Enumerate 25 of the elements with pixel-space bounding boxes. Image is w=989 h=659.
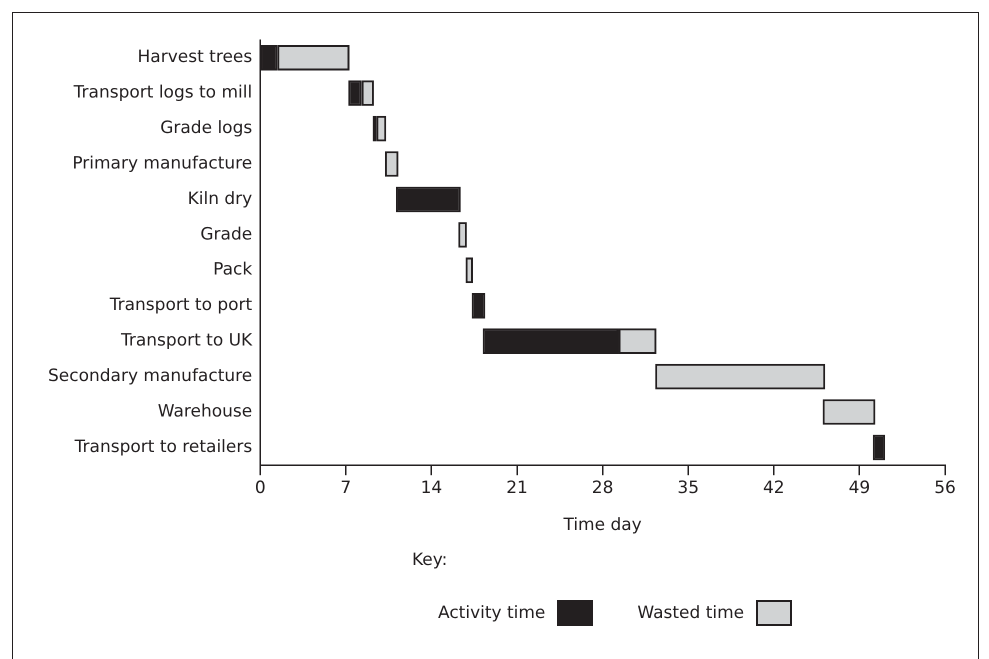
x-tick-label: 49 xyxy=(848,478,870,498)
y-tick-label: Secondary manufacture xyxy=(48,366,252,386)
y-tick-label: Grade logs xyxy=(160,118,252,138)
x-tick-label: 7 xyxy=(340,478,352,498)
x-tick-label: 0 xyxy=(254,478,266,498)
x-tick-label: 35 xyxy=(677,478,700,498)
y-tick-label: Transport to UK xyxy=(120,330,254,351)
legend-title: Key: xyxy=(412,550,448,570)
y-tick-label: Transport logs to mill xyxy=(72,82,252,103)
x-tick-label: 42 xyxy=(762,478,785,498)
x-tick-label: 28 xyxy=(592,478,614,498)
y-tick-label: Primary manufacture xyxy=(72,153,252,174)
y-tick-label: Pack xyxy=(213,260,252,280)
x-tick-label: 21 xyxy=(506,478,528,498)
x-tick-label: 56 xyxy=(934,478,956,498)
y-tick-label: Transport to retailers xyxy=(74,436,252,457)
y-tick-label: Harvest trees xyxy=(138,47,252,68)
y-tick-label: Warehouse xyxy=(158,401,252,422)
x-tick-label: 14 xyxy=(420,478,442,498)
x-axis-title: Time day xyxy=(562,515,642,536)
y-tick-label: Transport to port xyxy=(108,295,253,316)
legend-label: Wasted time xyxy=(637,603,744,623)
legend-label: Activity time xyxy=(438,603,546,623)
y-tick-label: Kiln dry xyxy=(188,188,252,209)
y-tick-label: Grade xyxy=(200,224,252,244)
